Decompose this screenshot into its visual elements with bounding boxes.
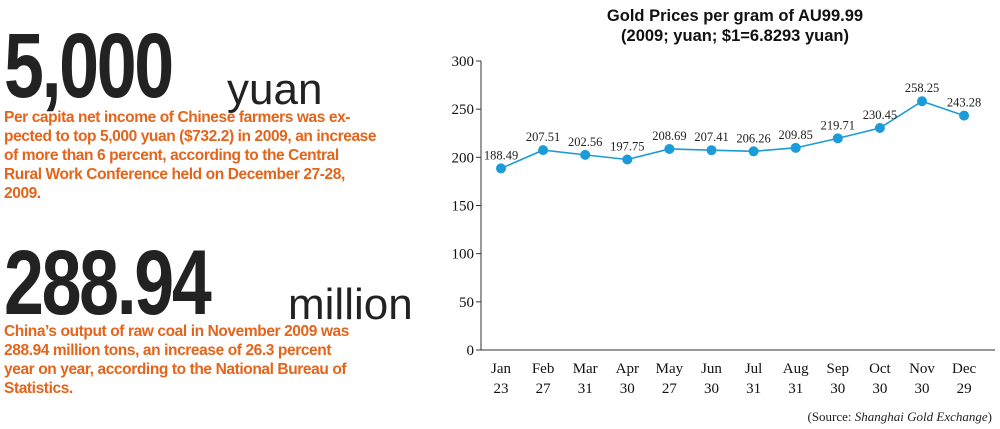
y-tick-label: 250 <box>452 102 475 118</box>
data-point <box>959 110 970 121</box>
x-tick-label-month: Mar <box>573 361 598 377</box>
chart-title: Gold Prices per gram of AU99.99 <box>606 7 864 25</box>
stat-text-line: of more than 6 percent, according to the… <box>4 147 339 164</box>
stat-number-coal: 288.94 <box>4 232 212 334</box>
y-tick-label: 50 <box>459 295 474 311</box>
source-suffix: ) <box>987 409 992 424</box>
stat-text-line: Per capita net income of Chinese farmers… <box>4 109 351 126</box>
x-tick-label-month: Jul <box>745 361 763 377</box>
data-point <box>874 122 885 133</box>
data-label: 209.85 <box>779 128 813 142</box>
stat-text-line: 288.94 million tons, an increase of 26.3… <box>4 342 332 359</box>
data-label: 202.56 <box>568 135 602 149</box>
data-point <box>496 163 506 174</box>
x-tick-label-month: Aug <box>783 361 809 377</box>
data-point <box>748 146 759 157</box>
data-point <box>832 133 843 144</box>
data-point <box>538 145 549 156</box>
x-tick-label-month: Feb <box>532 361 555 377</box>
data-label: 258.25 <box>905 81 939 95</box>
y-tick-label: 200 <box>452 150 475 166</box>
x-tick-label-month: Apr <box>616 361 639 377</box>
x-tick-label-month: Sep <box>827 361 850 377</box>
source-name: Shanghai Gold Exchange <box>854 409 988 424</box>
chart-subtitle: (2009; yuan; $1=6.8293 yuan) <box>621 27 849 45</box>
data-label: 207.41 <box>694 130 728 144</box>
data-label: 188.49 <box>484 148 518 162</box>
x-tick-label-day: 27 <box>536 381 552 397</box>
stat-unit-coal: million <box>288 280 413 329</box>
stat-text-line: pected to top 5,000 yuan ($732.2) in 200… <box>4 128 377 145</box>
data-point <box>706 145 717 156</box>
x-tick-label-day: 31 <box>746 381 761 397</box>
x-tick-label-day: 31 <box>788 381 803 397</box>
y-tick-label: 150 <box>452 199 475 215</box>
y-tick-label: 0 <box>467 343 475 359</box>
x-tick-label-day: 30 <box>872 381 887 397</box>
data-label: 207.51 <box>526 130 560 144</box>
data-label: 197.75 <box>610 140 644 154</box>
x-tick-label-day: 27 <box>662 381 678 397</box>
stat-text-income: Per capita net income of Chinese farmers… <box>4 108 377 203</box>
source-prefix: (Source: <box>807 409 855 424</box>
data-point <box>790 142 801 153</box>
x-tick-label-month: Oct <box>869 361 891 377</box>
y-tick-label: 100 <box>452 247 475 263</box>
data-label: 230.45 <box>863 108 897 122</box>
data-label: 208.69 <box>652 129 686 143</box>
x-tick-label-month: Jan <box>491 361 511 377</box>
stat-number-income: 5,000 <box>4 15 174 117</box>
x-tick-label-day: 30 <box>704 381 719 397</box>
data-label: 243.28 <box>947 96 981 110</box>
stat-text-coal: China’s output of raw coal in November 2… <box>4 322 349 398</box>
stat-text-line: Statistics. <box>4 380 73 397</box>
x-tick-label-day: 30 <box>830 381 845 397</box>
series-line <box>500 100 965 170</box>
data-point <box>580 149 591 160</box>
x-tick-label-day: 29 <box>957 381 972 397</box>
x-tick-label-day: 31 <box>578 381 593 397</box>
data-label: 219.71 <box>821 118 855 132</box>
data-point <box>917 96 927 107</box>
data-label: 206.26 <box>736 131 770 145</box>
stat-text-line: Rural Work Conference held on December 2… <box>4 166 345 183</box>
stat-text-line: China’s output of raw coal in November 2… <box>4 323 349 340</box>
x-tick-label-month: Jun <box>701 361 722 377</box>
x-tick-label-month: Nov <box>909 361 935 377</box>
y-tick-label: 300 <box>452 54 475 70</box>
x-tick-label-month: May <box>656 361 684 377</box>
x-tick-label-day: 30 <box>620 381 635 397</box>
data-point <box>622 154 633 165</box>
x-tick-label-month: Dec <box>952 361 976 377</box>
x-tick-label-day: 23 <box>494 381 509 397</box>
chart-source: (Source: Shanghai Gold Exchange) <box>807 409 992 425</box>
stat-text-line: year on year, according to the National … <box>4 361 347 378</box>
data-point <box>664 143 675 154</box>
stat-text-line: 2009. <box>4 185 41 202</box>
stat-unit-income: yuan <box>227 65 323 114</box>
x-tick-label-day: 30 <box>915 381 930 397</box>
